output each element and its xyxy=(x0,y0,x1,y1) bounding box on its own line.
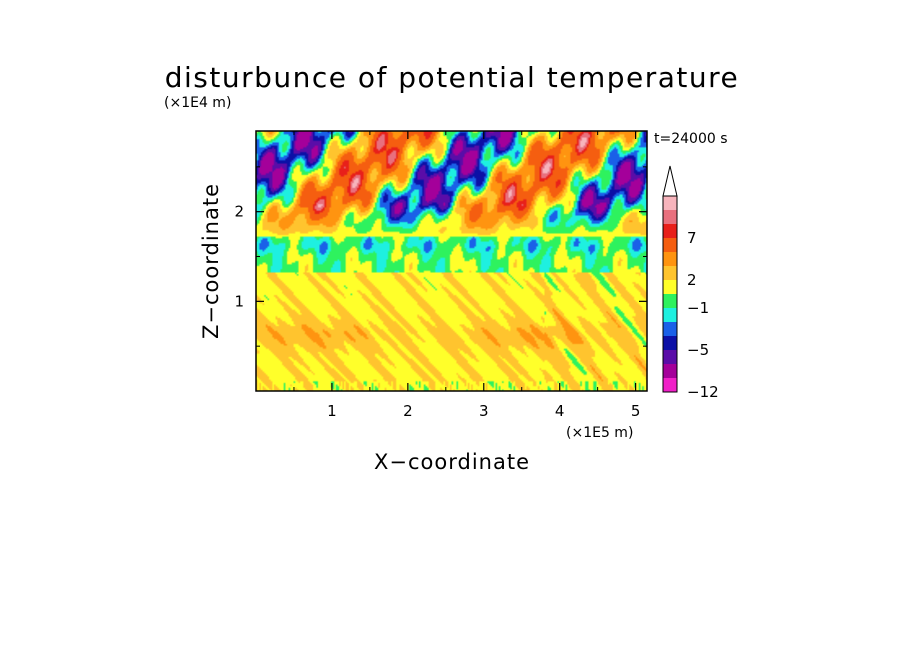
colorbar-bin xyxy=(663,210,677,224)
colorbar-bin xyxy=(663,196,677,210)
colorbar-label: −5 xyxy=(687,341,709,359)
x-tick-label: 2 xyxy=(403,402,413,420)
x-tick-label: 1 xyxy=(327,402,337,420)
colorbar-bin xyxy=(663,308,677,322)
colorbar-bin xyxy=(663,336,677,350)
colorbar-label: 7 xyxy=(687,229,697,247)
colorbar-label: 2 xyxy=(687,271,697,289)
colorbar-bin xyxy=(663,252,677,266)
y-axis-label: Z−coordinate xyxy=(199,183,223,339)
y-ticks: 12 xyxy=(234,166,647,347)
colorbar-extend-triangle xyxy=(662,165,678,197)
colorbar-label: −12 xyxy=(687,383,719,401)
heatmap-image xyxy=(256,131,647,391)
time-label: t=24000 s xyxy=(654,131,728,147)
x-tick-label: 5 xyxy=(631,402,641,420)
colorbar-bin xyxy=(663,224,677,238)
chart-title: disturbunce of potential temperature xyxy=(165,61,740,94)
colorbar-bin xyxy=(663,238,677,252)
colorbar-label: −1 xyxy=(687,299,709,317)
y-tick-label: 2 xyxy=(234,203,244,221)
colorbar-bin xyxy=(663,280,677,294)
colorbar-bin xyxy=(663,378,677,392)
x-tick-label: 4 xyxy=(555,402,565,420)
x-tick-label: 3 xyxy=(479,402,489,420)
plot-frame xyxy=(255,130,648,392)
colorbar: 7 2 −1 −5 −12 xyxy=(662,165,719,401)
y-tick-label: 1 xyxy=(234,292,244,310)
colorbar-bin xyxy=(663,266,677,280)
y-unit-label: (×1E4 m) xyxy=(164,95,231,111)
x-unit-label: (×1E5 m) xyxy=(566,425,633,441)
colorbar-bin xyxy=(663,364,677,378)
colorbar-bin xyxy=(663,350,677,364)
x-axis-label: X−coordinate xyxy=(374,450,530,474)
x-ticks: 1 2 3 4 5 xyxy=(293,131,641,420)
heatmap-field xyxy=(256,131,647,391)
colorbar-frame xyxy=(662,195,678,393)
colorbar-bin xyxy=(663,322,677,336)
colorbar-bin xyxy=(663,294,677,308)
